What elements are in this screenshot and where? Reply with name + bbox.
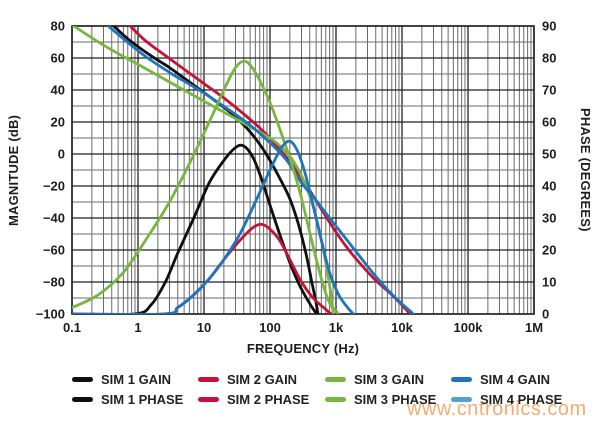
legend-item-sim-1-phase: SIM 1 PHASE — [72, 392, 198, 407]
curve-sim-2-phase — [72, 222, 334, 314]
legend: SIM 1 GAIN SIM 2 GAIN SIM 3 GAIN SIM 4 GAIN… — [72, 372, 562, 407]
y-left-tick-label: 0 — [58, 147, 65, 162]
x-tick-label: 10 — [197, 320, 211, 335]
x-tick-label: 1M — [525, 320, 543, 335]
legend-swatch — [325, 397, 346, 402]
legend-item-sim-3-gain: SIM 3 GAIN — [325, 372, 451, 387]
frequency-axis-title: FREQUENCY (Hz) — [246, 341, 360, 356]
y-right-tick-label: 30 — [542, 211, 556, 226]
legend-swatch — [451, 377, 472, 382]
legend-label: SIM 2 GAIN — [227, 372, 298, 387]
curve-sim-3-phase — [72, 59, 340, 314]
legend-swatch — [198, 397, 219, 402]
y-right-tick-label: 20 — [542, 243, 556, 258]
legend-item-sim-2-phase: SIM 2 PHASE — [198, 392, 325, 407]
legend-label: SIM 2 PHASE — [227, 392, 310, 407]
curve-sim-4-phase — [72, 139, 356, 314]
magnitude-axis-title: MAGNITUDE (dB) — [6, 114, 21, 226]
y-right-tick-label: 60 — [542, 115, 556, 130]
y-right-tick-label: 80 — [542, 51, 556, 66]
x-tick-label: 100 — [259, 320, 281, 335]
y-left-tick-label: −20 — [43, 179, 65, 194]
legend-item-sim-3-phase: SIM 3 PHASE — [325, 392, 451, 407]
y-right-tick-label: 10 — [542, 275, 556, 290]
y-left-tick-label: −60 — [43, 243, 65, 258]
y-right-tick-label: 90 — [542, 19, 556, 34]
y-right-tick-label: 50 — [542, 147, 556, 162]
legend-label: SIM 1 GAIN — [101, 372, 172, 387]
curves — [72, 26, 416, 314]
legend-label: SIM 4 GAIN — [480, 372, 551, 387]
y-right-tick-label: 70 — [542, 83, 556, 98]
y-left-tick-label: 40 — [51, 83, 65, 98]
legend-swatch — [325, 377, 346, 382]
y-left-tick-label: 60 — [51, 51, 65, 66]
plot-border — [71, 25, 535, 315]
curve-sim-1-gain — [111, 26, 320, 314]
legend-swatch — [72, 397, 93, 402]
curve-sim-1-phase — [72, 143, 319, 314]
y-left-tick-label: 20 — [51, 115, 65, 130]
y-left-tick-label: −80 — [43, 275, 65, 290]
y-right-tick-label: 0 — [542, 307, 549, 322]
legend-swatch — [198, 377, 219, 382]
y-left-tick-label: −40 — [43, 211, 65, 226]
legend-label: SIM 3 PHASE — [354, 392, 437, 407]
y-left-tick-label: −100 — [36, 307, 65, 322]
x-tick-label: 100k — [454, 320, 484, 335]
y-left-tick-label: 80 — [51, 19, 65, 34]
legend-item-sim-1-gain: SIM 1 GAIN — [72, 372, 198, 387]
x-tick-label: 10k — [391, 320, 413, 335]
y-right-tick-label: 40 — [542, 179, 556, 194]
watermark: www.cntronics.com — [407, 398, 587, 420]
legend-swatch — [451, 397, 472, 402]
legend-label: SIM 1 PHASE — [101, 392, 184, 407]
legend-item-sim-4-phase: SIM 4 PHASE — [451, 392, 562, 407]
x-tick-label: 0.1 — [63, 320, 81, 335]
x-tick-label: 1k — [329, 320, 344, 335]
phase-axis-title: PHASE (DEGREES) — [578, 108, 593, 232]
legend-label: SIM 4 PHASE — [480, 392, 563, 407]
legend-swatch — [72, 377, 93, 382]
legend-item-sim-4-gain: SIM 4 GAIN — [451, 372, 562, 387]
x-tick-label: 1 — [134, 320, 141, 335]
legend-item-sim-2-gain: SIM 2 GAIN — [198, 372, 325, 387]
legend-label: SIM 3 GAIN — [354, 372, 425, 387]
